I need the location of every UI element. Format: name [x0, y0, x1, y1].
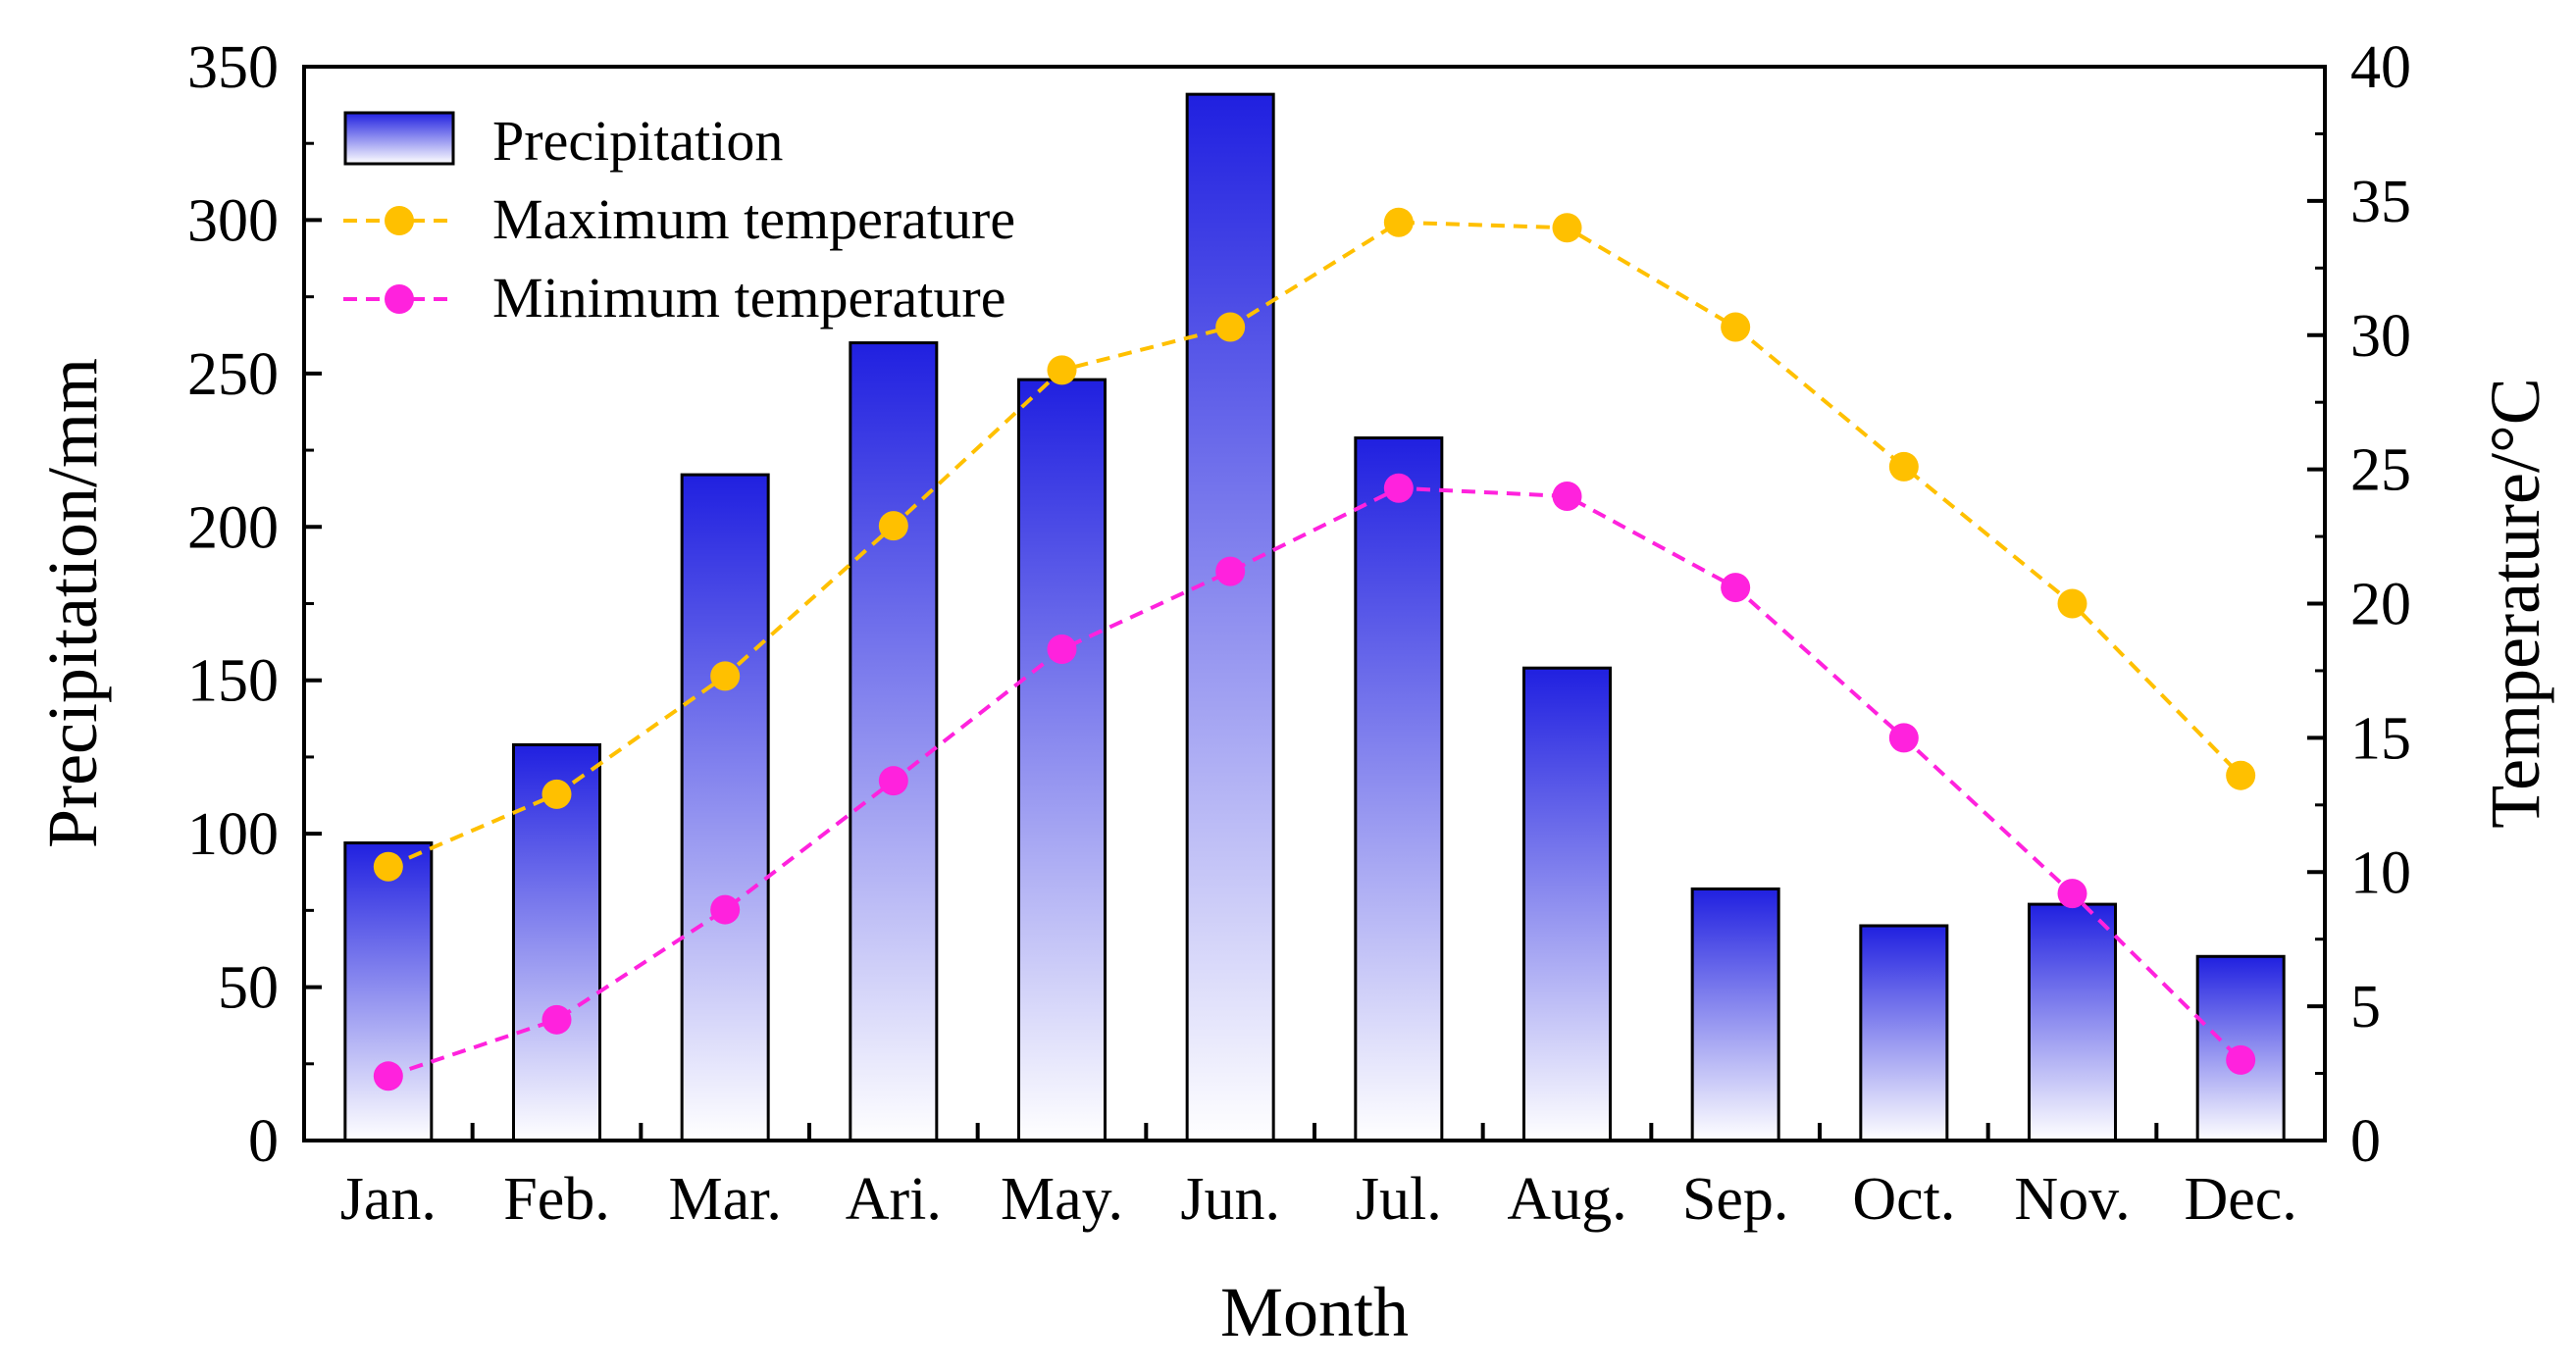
- y-right-tick-label: 0: [2350, 1108, 2381, 1175]
- y-left-tick-label: 50: [218, 955, 279, 1022]
- y-right-tick-label: 30: [2350, 303, 2411, 370]
- series-1-point-8: [1552, 213, 1582, 243]
- y-left-tick-label: 150: [187, 648, 279, 715]
- y-right-tick-label: 20: [2350, 572, 2411, 638]
- bar-6: [1185, 92, 1275, 1142]
- bar-8: [1522, 666, 1612, 1142]
- y-left-tick-label: 300: [187, 187, 279, 254]
- series-2-point-10: [1888, 723, 1919, 753]
- series-1-point-7: [1383, 207, 1414, 237]
- y-right-tick-label: 10: [2350, 839, 2411, 906]
- series-2-point-2: [541, 1004, 572, 1035]
- series-1-point-5: [1047, 355, 1077, 385]
- x-tick-label-8: Aug.: [1507, 1166, 1626, 1233]
- x-tick-label-9: Sep.: [1682, 1166, 1789, 1233]
- series-2-point-5: [1047, 634, 1077, 665]
- bar-2: [512, 742, 601, 1142]
- x-tick-label-5: May.: [1001, 1166, 1123, 1233]
- series-1-point-6: [1215, 312, 1246, 342]
- bar-10: [1859, 924, 1949, 1142]
- legend-label-1: Maximum temperature: [492, 187, 1015, 251]
- bar-4: [849, 341, 939, 1142]
- bars-layer: [343, 92, 2286, 1142]
- bar-9: [1690, 887, 1780, 1142]
- series-2-point-4: [878, 766, 908, 796]
- y-left-tick-label: 250: [187, 341, 279, 408]
- y-right-tick-label: 15: [2350, 705, 2411, 772]
- y-axis-right-title: Temperature/°C: [2476, 378, 2554, 829]
- series-2-point-7: [1383, 473, 1414, 503]
- legend-marker-1: [385, 206, 414, 235]
- y-right-tick-label: 35: [2350, 169, 2411, 235]
- legend-label-precipitation: Precipitation: [492, 109, 783, 173]
- series-2-point-8: [1552, 482, 1582, 511]
- legend: Precipitation Maximum temperature Minimum …: [343, 109, 1015, 330]
- series-1-point-4: [878, 511, 908, 541]
- x-tick-label-2: Feb.: [503, 1166, 610, 1233]
- series-1-point-3: [710, 661, 741, 691]
- series-line-2: [387, 485, 2242, 1079]
- y-left-tick-label: 350: [187, 34, 279, 101]
- y-left-tick-label: 200: [187, 494, 279, 561]
- series-1-point-11: [2057, 588, 2087, 619]
- y-right-tick-label: 25: [2350, 437, 2411, 504]
- bar-1: [343, 841, 434, 1142]
- series-2-point-11: [2057, 879, 2087, 909]
- bar-7: [1354, 436, 1444, 1142]
- bar-11: [2028, 902, 2117, 1142]
- legend-swatch-precipitation: [343, 111, 455, 166]
- y-right-tick-label: 40: [2350, 34, 2411, 101]
- y-axis-left-title: Precipitation/mm: [33, 358, 112, 848]
- lines-layer: [373, 207, 2256, 1091]
- bar-3: [680, 473, 770, 1142]
- y-left-tick-label: 0: [248, 1108, 279, 1175]
- series-2-point-9: [1721, 573, 1751, 603]
- series-1-point-9: [1721, 312, 1751, 342]
- legend-marker-2: [385, 284, 414, 314]
- legend-label-2: Minimum temperature: [492, 266, 1005, 330]
- x-tick-label-12: Dec.: [2185, 1166, 2297, 1233]
- y-left-tick-label: 100: [187, 801, 279, 868]
- series-1-point-1: [373, 851, 403, 882]
- x-tick-label-11: Nov.: [2014, 1166, 2130, 1233]
- x-tick-label-1: Jan.: [340, 1166, 437, 1233]
- ticks-layer: 0 50 100 150 200 250 300 350 0 5 10 15 20 25 30 35 40 Jan…: [187, 34, 2411, 1233]
- series-1-point-2: [541, 779, 572, 809]
- series-1-point-12: [2226, 760, 2256, 790]
- x-tick-label-6: Jun.: [1180, 1166, 1280, 1233]
- bar-5: [1017, 378, 1107, 1142]
- series-1-point-10: [1888, 451, 1919, 482]
- series-2-point-6: [1215, 556, 1246, 586]
- x-tick-label-7: Jul.: [1356, 1166, 1442, 1233]
- y-right-tick-label: 5: [2350, 974, 2381, 1040]
- series-line-1: [387, 220, 2242, 869]
- x-tick-label-10: Oct.: [1852, 1166, 1955, 1233]
- x-tick-label-3: Mar.: [668, 1166, 781, 1233]
- series-2-point-3: [710, 894, 741, 925]
- x-axis-title: Month: [1220, 1273, 1409, 1351]
- series-2-point-1: [373, 1061, 403, 1091]
- series-2-point-12: [2226, 1044, 2256, 1075]
- x-tick-label-4: Ari.: [846, 1166, 942, 1233]
